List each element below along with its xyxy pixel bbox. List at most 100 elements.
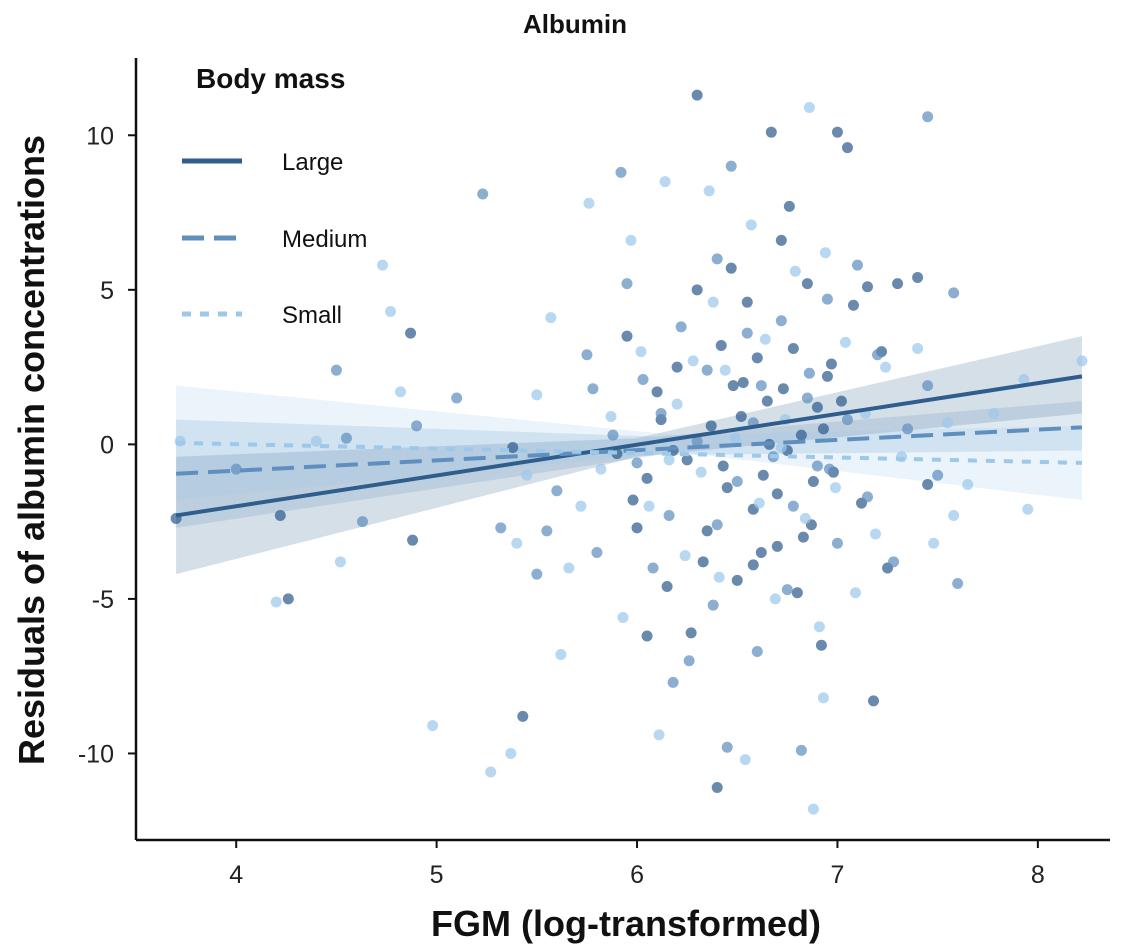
medium-point (872, 349, 884, 361)
medium-point (902, 423, 914, 435)
medium-confidence-band (176, 401, 1082, 528)
x-tick-label: 7 (830, 861, 844, 889)
small-point (719, 364, 731, 376)
small-point (948, 509, 960, 521)
large-point (721, 482, 733, 494)
medium-point (621, 278, 633, 290)
small-point (334, 556, 346, 568)
small-point (753, 497, 765, 509)
medium-point (888, 556, 900, 568)
large-point (705, 420, 717, 432)
large-point (661, 581, 673, 593)
large-point (717, 460, 729, 472)
small-point (310, 435, 322, 447)
large-point (407, 534, 419, 546)
large-point (787, 343, 799, 355)
medium-point (823, 463, 835, 475)
legend-title: Body mass (196, 63, 345, 94)
y-tick-label: 5 (100, 277, 114, 305)
medium-point (683, 655, 695, 667)
medium-point (451, 392, 463, 404)
large-point (761, 395, 773, 407)
medium-point (721, 741, 733, 753)
medium-point (711, 519, 723, 531)
large-point (771, 488, 783, 500)
small-point (427, 720, 439, 732)
small-fit-line (176, 440, 1082, 465)
large-point (631, 522, 643, 534)
fit-lines (175, 374, 1083, 518)
small-point (635, 346, 647, 358)
medium-point (781, 584, 793, 596)
small-point (928, 537, 940, 549)
medium-point (831, 537, 843, 549)
small-point (605, 411, 617, 423)
small-point (707, 296, 719, 308)
large-point (701, 525, 713, 537)
small-point (759, 333, 771, 345)
medium-point (615, 166, 627, 178)
medium-point (551, 485, 563, 497)
large-point (737, 377, 749, 389)
large-point (641, 630, 653, 642)
small-point (988, 407, 1000, 419)
large-point (821, 370, 833, 382)
medium-point (230, 463, 242, 475)
data-points (170, 89, 1088, 815)
small-point (625, 234, 637, 246)
medium-point (948, 287, 960, 299)
large-point (775, 234, 787, 246)
small-point (377, 259, 389, 271)
small-point (617, 611, 629, 623)
large-point (651, 386, 663, 398)
large-point (835, 395, 847, 407)
medium-point (787, 500, 799, 512)
large-point (627, 494, 639, 506)
legend: Body mass Large Medium Small (182, 63, 367, 329)
medium-point (821, 293, 833, 305)
large-point (868, 695, 880, 707)
large-point (507, 441, 519, 453)
large-point (641, 472, 653, 484)
small-point (829, 482, 841, 494)
large-point (862, 281, 874, 293)
medium-point (841, 414, 853, 426)
medium-point (803, 367, 815, 379)
medium-point (932, 469, 944, 481)
small-point (803, 101, 815, 113)
large-point (815, 639, 827, 651)
small-point (521, 469, 533, 481)
x-tick-label: 5 (430, 861, 444, 889)
medium-point (581, 349, 593, 361)
large-point (765, 126, 777, 138)
small-point (643, 500, 655, 512)
small-point (687, 355, 699, 367)
medium-point (862, 491, 874, 503)
large-point (517, 710, 529, 722)
small-point (713, 571, 725, 583)
large-point (817, 423, 829, 435)
legend-small-label: Small (282, 302, 342, 329)
legend-medium-label: Medium (282, 226, 367, 253)
medium-point (691, 435, 703, 447)
large-point (405, 327, 417, 339)
medium-point (655, 407, 667, 419)
small-point (563, 562, 575, 574)
small-point (807, 803, 819, 815)
large-point (741, 296, 753, 308)
large-point (811, 401, 823, 413)
large-point (681, 454, 693, 466)
small-point (729, 432, 741, 444)
x-axis-label: FGM (log-transformed) (431, 903, 821, 944)
medium-point (330, 364, 342, 376)
legend-large-label: Large (282, 149, 343, 176)
large-point (757, 469, 769, 481)
medium-point (411, 420, 423, 432)
medium-point (811, 460, 823, 472)
small-point (270, 596, 282, 608)
large-fit-line (175, 374, 1083, 518)
small-point (671, 398, 683, 410)
small-point (745, 219, 757, 231)
x-tick-label: 8 (1031, 861, 1045, 889)
medium-point (952, 577, 964, 589)
